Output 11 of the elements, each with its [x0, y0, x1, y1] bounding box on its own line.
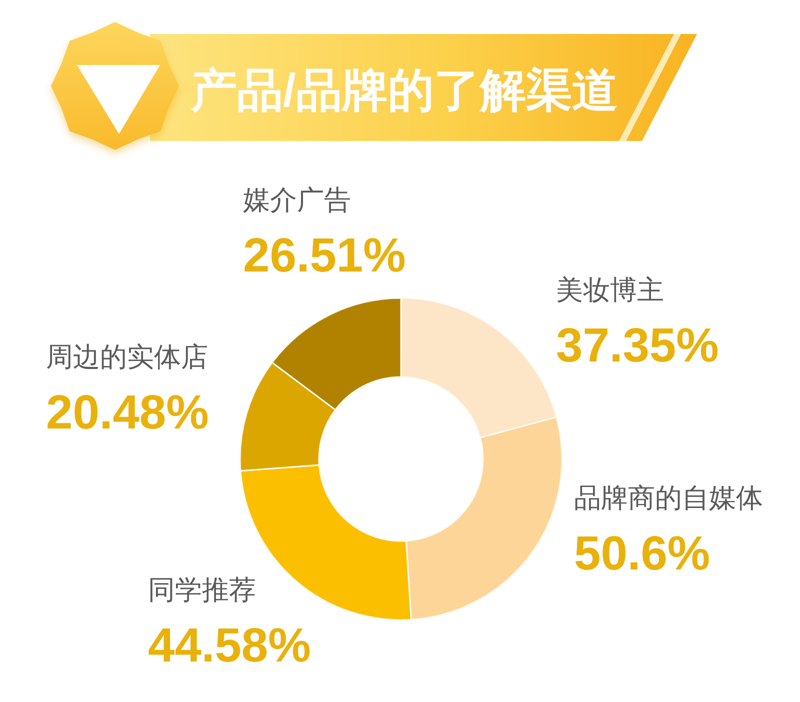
data-label: 26.51% [243, 230, 406, 282]
slice-label: 品牌商的自媒体 [574, 483, 763, 513]
slice-label: 媒介广告 [243, 185, 351, 215]
slice-label: 同学推荐 [148, 575, 256, 605]
data-label: 20.48% [46, 386, 209, 440]
slice-label: 周边的实体店 [46, 342, 208, 372]
data-label: 50.6% [574, 528, 710, 580]
data-label: 44.58% [148, 620, 311, 672]
slice-label: 美妆博主 [556, 275, 664, 305]
chart-title: 产品/品牌的了解渠道 [190, 64, 618, 116]
data-label: 37.35% [556, 320, 719, 372]
